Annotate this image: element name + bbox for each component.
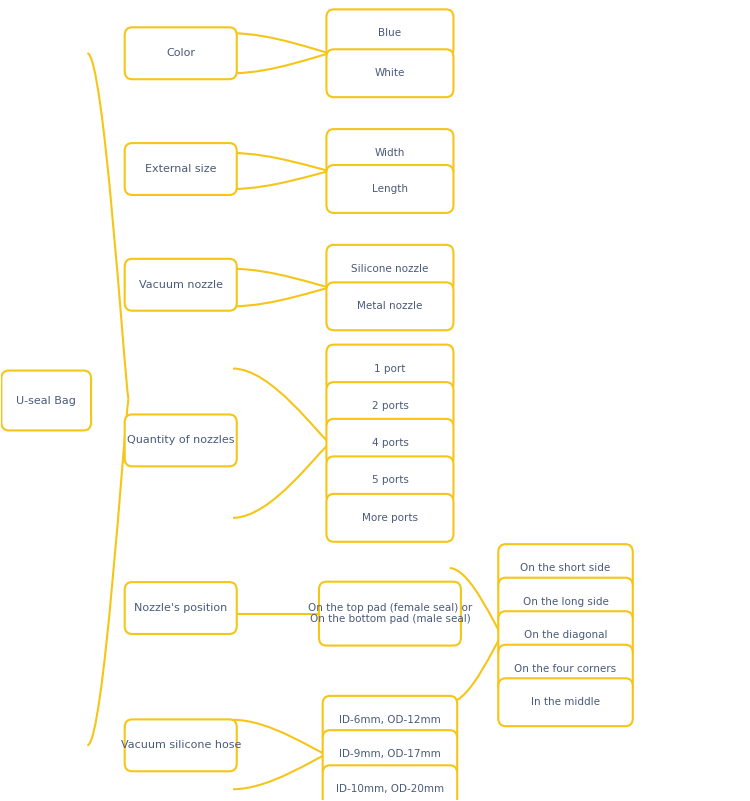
Text: On the diagonal: On the diagonal (524, 630, 608, 640)
FancyBboxPatch shape (326, 10, 454, 57)
Text: Silicone nozzle: Silicone nozzle (351, 264, 429, 274)
FancyBboxPatch shape (124, 27, 237, 79)
Text: Quantity of nozzles: Quantity of nozzles (127, 436, 235, 445)
Text: More ports: More ports (362, 513, 418, 523)
FancyBboxPatch shape (498, 578, 633, 626)
Text: ID-9mm, OD-17mm: ID-9mm, OD-17mm (339, 749, 441, 759)
FancyBboxPatch shape (498, 611, 633, 659)
Text: White: White (375, 68, 405, 78)
FancyBboxPatch shape (326, 344, 454, 392)
FancyBboxPatch shape (124, 143, 237, 195)
FancyBboxPatch shape (322, 696, 458, 744)
Text: U-seal Bag: U-seal Bag (16, 396, 76, 405)
Text: ID-6mm, OD-12mm: ID-6mm, OD-12mm (339, 714, 441, 725)
FancyBboxPatch shape (2, 371, 91, 430)
Text: Blue: Blue (379, 28, 401, 38)
Text: Metal nozzle: Metal nozzle (357, 301, 423, 312)
Text: On the short side: On the short side (520, 563, 610, 574)
Text: Color: Color (166, 48, 195, 58)
Text: Nozzle's position: Nozzle's position (134, 603, 227, 613)
Text: On the top pad (female seal) or
On the bottom pad (male seal): On the top pad (female seal) or On the b… (308, 603, 472, 625)
Text: ID-10mm, OD-20mm: ID-10mm, OD-20mm (336, 784, 444, 795)
FancyBboxPatch shape (124, 719, 237, 771)
FancyBboxPatch shape (326, 494, 454, 541)
Text: Vacuum nozzle: Vacuum nozzle (139, 280, 223, 290)
FancyBboxPatch shape (498, 678, 633, 727)
FancyBboxPatch shape (319, 582, 461, 646)
Text: 5 ports: 5 ports (371, 475, 409, 485)
FancyBboxPatch shape (322, 765, 458, 801)
FancyBboxPatch shape (326, 382, 454, 430)
Text: External size: External size (145, 164, 217, 174)
Text: 2 ports: 2 ports (371, 401, 409, 411)
FancyBboxPatch shape (326, 50, 454, 97)
Text: Width: Width (375, 148, 405, 158)
Text: Length: Length (372, 184, 408, 194)
FancyBboxPatch shape (498, 544, 633, 592)
FancyBboxPatch shape (124, 259, 237, 311)
Text: 4 ports: 4 ports (371, 438, 409, 448)
Text: In the middle: In the middle (531, 697, 600, 707)
FancyBboxPatch shape (322, 731, 458, 778)
FancyBboxPatch shape (326, 457, 454, 505)
FancyBboxPatch shape (326, 165, 454, 213)
FancyBboxPatch shape (124, 414, 237, 466)
FancyBboxPatch shape (124, 582, 237, 634)
FancyBboxPatch shape (498, 645, 633, 693)
FancyBboxPatch shape (326, 245, 454, 292)
FancyBboxPatch shape (326, 129, 454, 177)
Text: 1 port: 1 port (374, 364, 406, 373)
Text: On the long side: On the long side (523, 597, 608, 606)
Text: Vacuum silicone hose: Vacuum silicone hose (121, 740, 241, 751)
FancyBboxPatch shape (326, 419, 454, 467)
Text: On the four corners: On the four corners (514, 664, 616, 674)
FancyBboxPatch shape (326, 283, 454, 330)
